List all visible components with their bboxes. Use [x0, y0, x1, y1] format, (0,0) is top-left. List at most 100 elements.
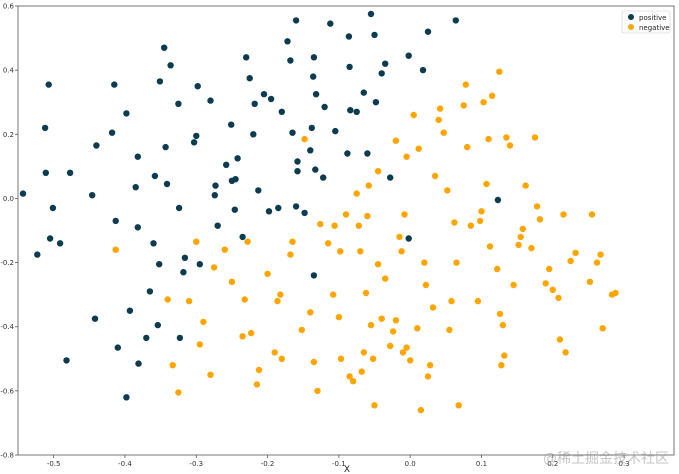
- positive-point: [34, 251, 41, 258]
- x-tick-label: 0.1: [476, 460, 487, 468]
- negative-point: [364, 212, 371, 220]
- negative-point: [485, 135, 492, 143]
- negative-point: [431, 172, 439, 180]
- positive-point: [232, 176, 239, 183]
- positive-point: [223, 161, 230, 168]
- negative-point: [435, 116, 442, 124]
- positive-point: [196, 261, 203, 268]
- negative-point: [586, 278, 594, 285]
- negative-point: [555, 294, 562, 302]
- x-tick-label: 0.2: [547, 460, 558, 468]
- x-axis-ticks: -0.5 -0.4 -0.3 -0.2 -0.1 0.0 0.1 0.2 0.3: [47, 455, 630, 468]
- negative-point: [536, 216, 544, 223]
- negative-point: [593, 259, 601, 266]
- positive-point: [424, 28, 432, 35]
- negative-point: [398, 248, 405, 255]
- negative-point: [244, 238, 251, 245]
- negative-point: [310, 358, 318, 366]
- negative-point: [396, 233, 403, 241]
- y-tick-label: -0.8: [0, 452, 14, 460]
- positive-point: [156, 261, 163, 268]
- negative-point: [414, 325, 421, 332]
- negative-point: [367, 321, 375, 329]
- negative-point: [464, 143, 471, 151]
- negative-point: [210, 264, 218, 271]
- negative-point: [255, 366, 263, 374]
- positive-point: [308, 124, 315, 132]
- positive-point: [46, 235, 54, 242]
- negative-point: [533, 203, 541, 210]
- negative-point: [357, 248, 364, 255]
- negative-point: [519, 225, 526, 233]
- positive-point: [494, 196, 502, 204]
- negative-point: [337, 248, 344, 255]
- positive-point: [190, 139, 198, 146]
- negative-point: [415, 145, 422, 152]
- positive-point: [194, 83, 201, 90]
- positive-point: [143, 334, 150, 342]
- positive-point: [89, 192, 96, 199]
- negative-point: [417, 406, 425, 414]
- negative-point: [429, 304, 437, 311]
- y-axis-ticks: -0.8 -0.6 -0.4 -0.2 0.0 0.2 0.4 0.6: [0, 3, 18, 460]
- positive-point: [176, 334, 184, 342]
- x-tick-label: 0.3: [619, 460, 630, 468]
- positive-point: [344, 150, 351, 157]
- negative-point: [446, 326, 453, 334]
- negative-point: [392, 317, 400, 324]
- positive-point: [123, 110, 130, 117]
- negative-point: [478, 208, 485, 215]
- negative-point: [599, 325, 606, 332]
- negative-point: [451, 219, 458, 226]
- negative-point: [498, 362, 505, 369]
- positive-point: [150, 240, 157, 247]
- positive-point: [310, 272, 318, 279]
- positive-point: [123, 394, 130, 401]
- positive-point: [134, 153, 141, 160]
- negative-point: [562, 349, 569, 356]
- negative-point: [342, 211, 350, 218]
- negative-point: [382, 275, 389, 282]
- positive-point: [207, 97, 214, 104]
- negative-point: [200, 318, 207, 326]
- negative-point: [112, 246, 119, 253]
- positive-point: [353, 108, 360, 116]
- positive-point: [347, 107, 354, 114]
- negative-point: [228, 278, 236, 285]
- positive-point: [91, 315, 99, 322]
- y-tick-label: 0.6: [3, 3, 15, 11]
- negative-point: [424, 373, 432, 380]
- positive-point: [156, 78, 164, 85]
- positive-point: [243, 54, 250, 61]
- negative-point: [185, 297, 193, 305]
- x-tick-label: -0.1: [332, 460, 346, 468]
- positive-point: [255, 187, 262, 194]
- negative-point: [501, 352, 508, 359]
- negative-point: [241, 296, 248, 303]
- plot-frame: [17, 5, 675, 456]
- positive-point: [250, 131, 257, 138]
- positive-point: [310, 73, 317, 80]
- y-tick-label: -0.4: [0, 323, 14, 331]
- negative-point: [353, 190, 360, 197]
- negative-point: [436, 105, 444, 112]
- negative-point: [331, 222, 338, 229]
- negative-point: [355, 222, 362, 229]
- positive-point: [228, 121, 235, 128]
- negative-point: [455, 402, 462, 409]
- positive-point: [49, 204, 57, 212]
- positive-point: [260, 91, 268, 98]
- positive-point: [93, 142, 100, 149]
- positive-point: [265, 208, 273, 215]
- negative-point: [325, 240, 332, 247]
- negative-point: [448, 297, 455, 305]
- negative-point: [572, 249, 579, 257]
- negative-point: [560, 211, 567, 218]
- positive-point: [181, 254, 189, 261]
- negative-point: [489, 92, 496, 100]
- negative-point: [175, 389, 182, 396]
- positive-point: [42, 169, 49, 176]
- negative-point: [248, 329, 255, 337]
- positive-point: [66, 169, 74, 176]
- negative-point: [522, 182, 529, 189]
